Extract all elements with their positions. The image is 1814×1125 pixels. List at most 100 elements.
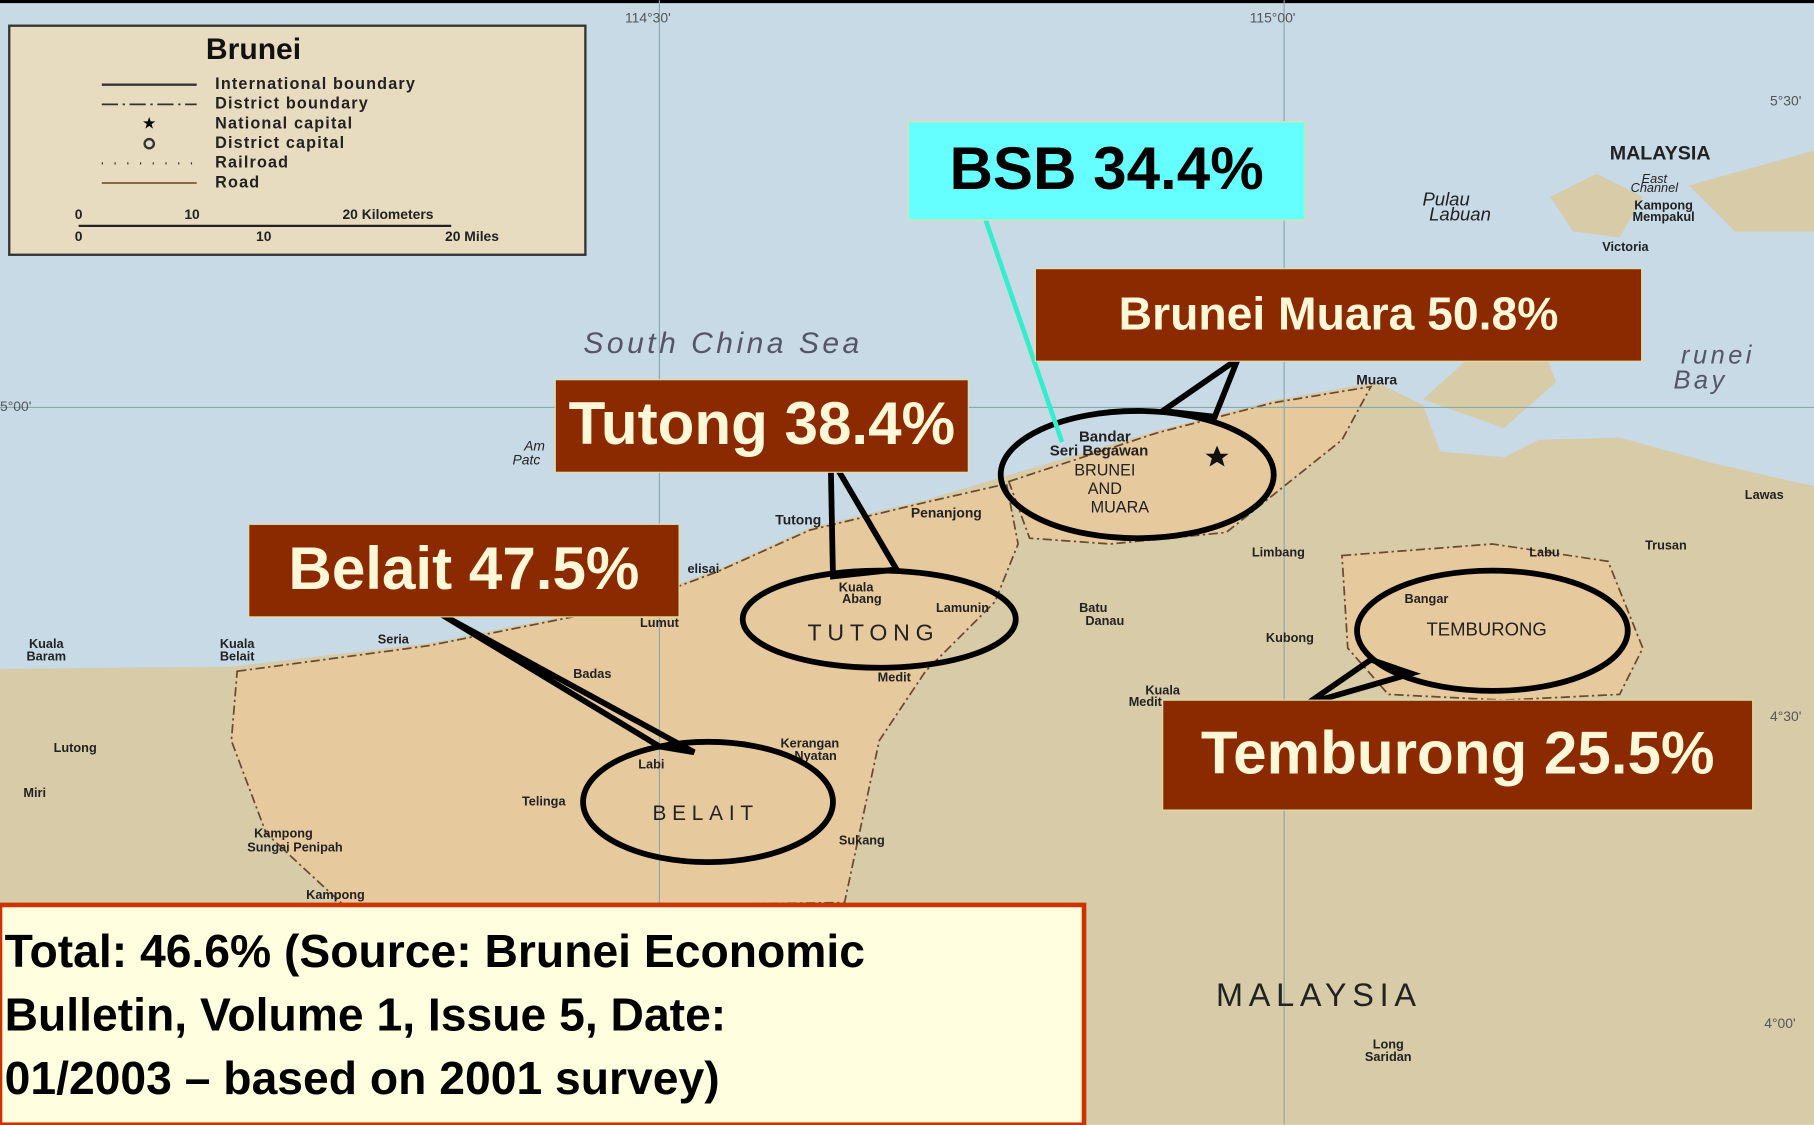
grid-label: 5°00' xyxy=(0,398,31,414)
callout-box xyxy=(907,121,1306,221)
map-label: BELAIT xyxy=(652,802,758,825)
map-label: runei xyxy=(1681,341,1755,369)
map-label: Lumut xyxy=(640,615,680,630)
map-label: Kampong xyxy=(254,826,313,841)
grid-label: 5°30' xyxy=(1770,93,1801,109)
map-label: Am xyxy=(523,437,545,453)
grid-label: 4°00' xyxy=(1764,1015,1795,1031)
legend-box xyxy=(8,24,587,256)
map-label: Kuala xyxy=(220,636,256,651)
map-label: TUTONG xyxy=(807,619,939,645)
scale-miles: 10 xyxy=(256,228,272,244)
callout-box xyxy=(1034,268,1643,362)
map-label: Abang xyxy=(842,591,882,606)
callout-text: Brunei Muara 50.8% xyxy=(1119,287,1559,339)
map-label: Nyatan xyxy=(794,748,836,763)
map-label: Long xyxy=(1373,1036,1404,1051)
map-label: Saridan xyxy=(1365,1049,1412,1064)
legend-label: Railroad xyxy=(215,154,289,172)
footer-line: Bulletin, Volume 1, Issue 5, Date: xyxy=(5,989,727,1041)
grid-label: 4°30' xyxy=(1770,708,1801,724)
map-label: Belait xyxy=(220,649,255,664)
scale-miles: 0 xyxy=(75,228,83,244)
map-label: MALAYSIA xyxy=(1216,977,1422,1013)
land-ne xyxy=(1689,150,1814,232)
map-label: Bandar xyxy=(1079,429,1131,446)
brunei-muara-land xyxy=(1007,385,1373,545)
callout-pointer xyxy=(1305,656,1422,707)
callout-pointer xyxy=(438,610,696,756)
map-label: Penanjong xyxy=(911,505,982,521)
grid-label: 115°00' xyxy=(1250,9,1296,25)
callout-box xyxy=(554,379,969,473)
scale-miles: 20 Miles xyxy=(445,228,499,244)
map-label: Trusan xyxy=(1645,538,1687,553)
map-label: Victoria xyxy=(1602,239,1649,254)
map-label: Limbang xyxy=(1252,545,1305,560)
callout-text: BSB 34.4% xyxy=(949,135,1263,202)
map-label: Danau xyxy=(1085,613,1124,628)
map-label: Kuala xyxy=(29,636,65,651)
map-label: Bay xyxy=(1674,367,1728,395)
map-label: Sungai Penipah xyxy=(247,840,342,855)
labuan xyxy=(1550,173,1643,238)
map-label: South China Sea xyxy=(583,327,862,360)
legend-title: Brunei xyxy=(206,33,301,66)
map-label: Seria xyxy=(378,631,410,646)
map-label: Kampong xyxy=(306,887,365,902)
map-label: Baram xyxy=(26,649,66,664)
map-label: Badas xyxy=(573,666,611,681)
footer-line: 01/2003 – based on 2001 survey) xyxy=(5,1052,720,1104)
map-label: Mempakul xyxy=(1633,209,1695,224)
legend-symbol xyxy=(143,137,156,150)
map-label: Labi xyxy=(638,756,664,771)
district-ellipse xyxy=(997,408,1277,542)
grid-label: 114°30' xyxy=(625,9,671,25)
map-label: AND xyxy=(1088,480,1122,498)
map-label: TEMBURONG xyxy=(1426,619,1546,640)
map-label: Kuala xyxy=(1145,682,1181,697)
capital-star xyxy=(1205,445,1229,467)
callout-text: Temburong 25.5% xyxy=(1201,719,1715,786)
district-ellipse xyxy=(1354,567,1631,694)
map-label: Medit xyxy=(1129,694,1163,709)
callout-pointer xyxy=(827,446,902,580)
callout-pointer xyxy=(1154,351,1245,420)
map-label: Kubong xyxy=(1266,630,1314,645)
callout-text: Belait 47.5% xyxy=(288,535,639,602)
map-label: Kuala xyxy=(839,579,875,594)
map-label: Pulau xyxy=(1422,188,1469,209)
legend-symbol: ★ xyxy=(142,114,157,132)
footer-line: Total: 46.6% (Source: Brunei Economic xyxy=(5,925,865,977)
map-label: Lutong xyxy=(54,740,97,755)
map-label: Miri xyxy=(23,785,46,800)
district-ellipse xyxy=(580,738,836,866)
footer-box xyxy=(0,902,1087,1125)
map-label: Channel xyxy=(1631,180,1680,195)
map-label: Kerangan xyxy=(780,735,839,750)
map-label: Seri Begawan xyxy=(1050,442,1148,459)
map-label: Batu xyxy=(1079,600,1107,615)
legend-label: International boundary xyxy=(215,75,416,93)
map-label: Telinga xyxy=(522,793,567,808)
scale-km: 20 Kilometers xyxy=(342,206,433,222)
legend-label: National capital xyxy=(215,114,353,132)
map-label: Tutong xyxy=(775,512,821,528)
scale-km: 10 xyxy=(184,206,200,222)
callout-text: Tutong 38.4% xyxy=(569,390,955,457)
map-label: Sukang xyxy=(839,833,885,848)
map-label: Labu xyxy=(1529,545,1559,560)
map-label: Medit xyxy=(878,670,912,685)
map-label: Kampong xyxy=(1634,198,1693,213)
callout-pointer xyxy=(983,219,1065,443)
map-label: elisai xyxy=(687,561,719,576)
map-label: Lamunin xyxy=(936,600,989,615)
map-label: BRUNEI xyxy=(1074,461,1135,479)
map-label: Labuan xyxy=(1429,203,1491,224)
callout-box xyxy=(248,523,680,618)
callout-box xyxy=(1162,699,1754,811)
scale-km: 0 xyxy=(75,206,83,222)
map-label: East xyxy=(1642,171,1668,186)
legend-label: District capital xyxy=(215,134,345,152)
